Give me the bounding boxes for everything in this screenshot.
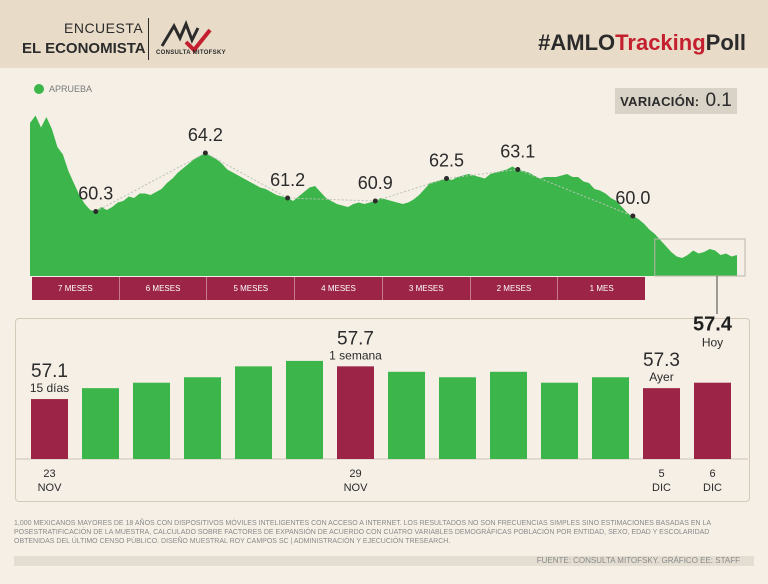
peak-marker: [444, 176, 450, 181]
bar-date-day: 23: [43, 468, 55, 480]
period-7: 1 MES: [558, 277, 646, 300]
bar-date-day: 29: [349, 468, 361, 480]
header-band: ENCUESTA EL ECONOMISTA CONSULTA MITOFSKY…: [0, 0, 768, 68]
period-2: 6 MESES: [119, 277, 208, 300]
bar-value-label: 57.1: [31, 361, 68, 382]
hashtag-title: #AMLOTrackingPoll: [538, 30, 746, 56]
legend: APRUEBA: [34, 84, 92, 94]
daily-bar: [541, 382, 578, 459]
peak-value-label: 63.1: [500, 142, 535, 162]
bar-date-month: DIC: [652, 482, 671, 494]
daily-bar: [184, 377, 221, 459]
daily-bar: [439, 377, 476, 459]
approval-area: [30, 115, 737, 276]
peak-value-label: 64.2: [188, 125, 223, 145]
logo-text: CONSULTA MITOFSKY: [156, 50, 226, 56]
peak-value-label: 61.2: [270, 170, 305, 190]
peak-marker: [202, 150, 208, 156]
bar-value-label: 57.4: [693, 314, 733, 336]
bar-note-label: Hoy: [702, 336, 723, 350]
legend-label: APRUEBA: [49, 84, 93, 94]
daily-bar: [643, 388, 680, 459]
bar-value-label: 57.7: [337, 328, 374, 349]
legend-dot-icon: [34, 84, 44, 94]
peak-marker: [630, 213, 636, 219]
variation-label: VARIACIÓN:: [620, 93, 700, 109]
source-text: FUENTE: CONSULTA MITOFSKY. GRÁFICO EE: S…: [536, 556, 740, 565]
daily-bar: [337, 366, 374, 459]
peak-marker: [515, 167, 521, 172]
period-4: 4 MESES: [295, 277, 383, 300]
bar-note-label: Ayer: [649, 370, 673, 384]
peak-value-label: 60.9: [358, 173, 393, 193]
daily-bar: [388, 371, 425, 459]
bar-date-month: DIC: [703, 482, 722, 494]
brand-el-economista: EL ECONOMISTA: [22, 40, 146, 57]
brand-encuesta: ENCUESTA: [64, 20, 144, 36]
period-5: 3 MESES: [382, 277, 471, 300]
latest-window-frame: [654, 238, 746, 277]
daily-bar: [82, 388, 119, 459]
mitofsky-logo-icon: [160, 19, 212, 53]
peak-marker: [285, 195, 291, 201]
brand-divider: [148, 18, 149, 60]
bar-date-month: NOV: [38, 482, 63, 494]
period-1: 7 MESES: [32, 277, 120, 300]
hashtag-part-amlo: #AMLO: [538, 30, 616, 55]
period-band: 7 MESES 6 MESES 5 MESES 4 MESES 3 MESES 2 MES…: [32, 277, 646, 300]
daily-bar: [286, 360, 323, 459]
daily-bar-panel: [15, 318, 750, 502]
variation-box: VARIACIÓN: 0.1: [615, 88, 737, 114]
period-3: 5 MESES: [207, 277, 296, 300]
peak-marker: [372, 198, 378, 204]
hashtag-part-tracking: Tracking: [615, 30, 706, 55]
source-line: FUENTE: CONSULTA MITOFSKY. GRÁFICO EE: S…: [14, 556, 754, 566]
bar-date-month: NOV: [344, 482, 369, 494]
bar-note-label: 1 semana: [329, 348, 382, 362]
peak-value-label: 60.0: [615, 188, 650, 208]
bar-value-label: 57.3: [643, 350, 680, 371]
methodology-footnote: 1,000 MEXICANOS MAYORES DE 18 AÑOS CON D…: [14, 520, 711, 545]
daily-bar: [235, 366, 272, 459]
daily-bar: [490, 371, 527, 459]
daily-bar: [31, 399, 68, 459]
peak-value-label: 62.5: [429, 151, 464, 171]
bar-note-label: 15 días: [30, 381, 69, 395]
daily-bar: [694, 382, 731, 459]
daily-bar: [592, 377, 629, 459]
variation-value: 0.1: [705, 90, 732, 111]
bar-date-day: 5: [658, 468, 664, 480]
hashtag-part-poll: Poll: [705, 30, 746, 55]
peak-marker: [93, 209, 99, 214]
bar-date-day: 6: [709, 468, 715, 480]
daily-bar: [133, 382, 170, 459]
peak-value-label: 60.3: [78, 184, 113, 204]
period-6: 2 MESES: [470, 277, 559, 300]
